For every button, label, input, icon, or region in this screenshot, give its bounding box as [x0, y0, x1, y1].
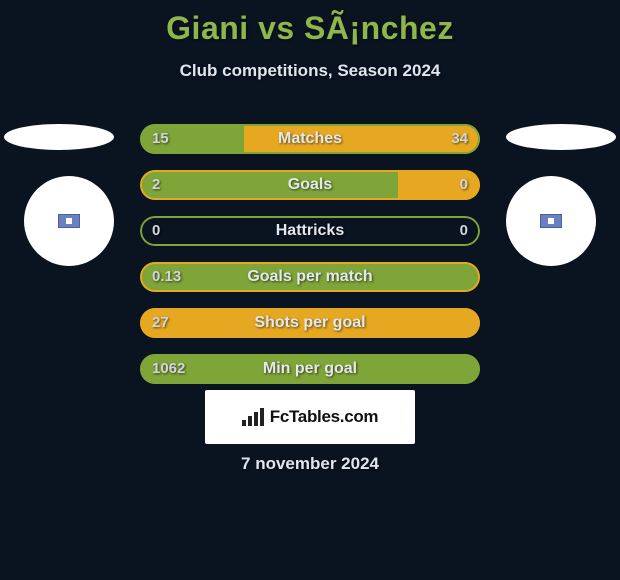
placeholder-badge-icon: [58, 214, 80, 228]
stat-row: 20Goals: [140, 170, 480, 200]
stat-label: Goals: [140, 170, 480, 200]
player2-avatar: [506, 176, 596, 266]
placeholder-badge-icon: [540, 214, 562, 228]
player2-ellipse: [506, 124, 616, 150]
stat-row: 27Shots per goal: [140, 308, 480, 338]
comparison-card: Giani vs SÃ¡nchez Club competitions, Sea…: [0, 0, 620, 580]
stat-row: 1062Min per goal: [140, 354, 480, 384]
stat-label: Matches: [140, 124, 480, 154]
stat-label: Min per goal: [140, 354, 480, 384]
stat-row: 1534Matches: [140, 124, 480, 154]
stats-list: 1534Matches 20Goals 00Hattricks 0.13Goals p…: [140, 124, 480, 400]
stat-label: Goals per match: [140, 262, 480, 292]
player1-ellipse: [4, 124, 114, 150]
stat-label: Shots per goal: [140, 308, 480, 338]
brand-badge[interactable]: FcTables.com: [205, 390, 415, 444]
stat-label: Hattricks: [140, 216, 480, 246]
stat-row: 00Hattricks: [140, 216, 480, 246]
page-title: Giani vs SÃ¡nchez: [0, 0, 620, 47]
subtitle: Club competitions, Season 2024: [0, 61, 620, 81]
brand-text: FcTables.com: [270, 407, 379, 427]
date-text: 7 november 2024: [0, 454, 620, 474]
stat-row: 0.13Goals per match: [140, 262, 480, 292]
player1-avatar: [24, 176, 114, 266]
bar-chart-icon: [242, 408, 264, 426]
